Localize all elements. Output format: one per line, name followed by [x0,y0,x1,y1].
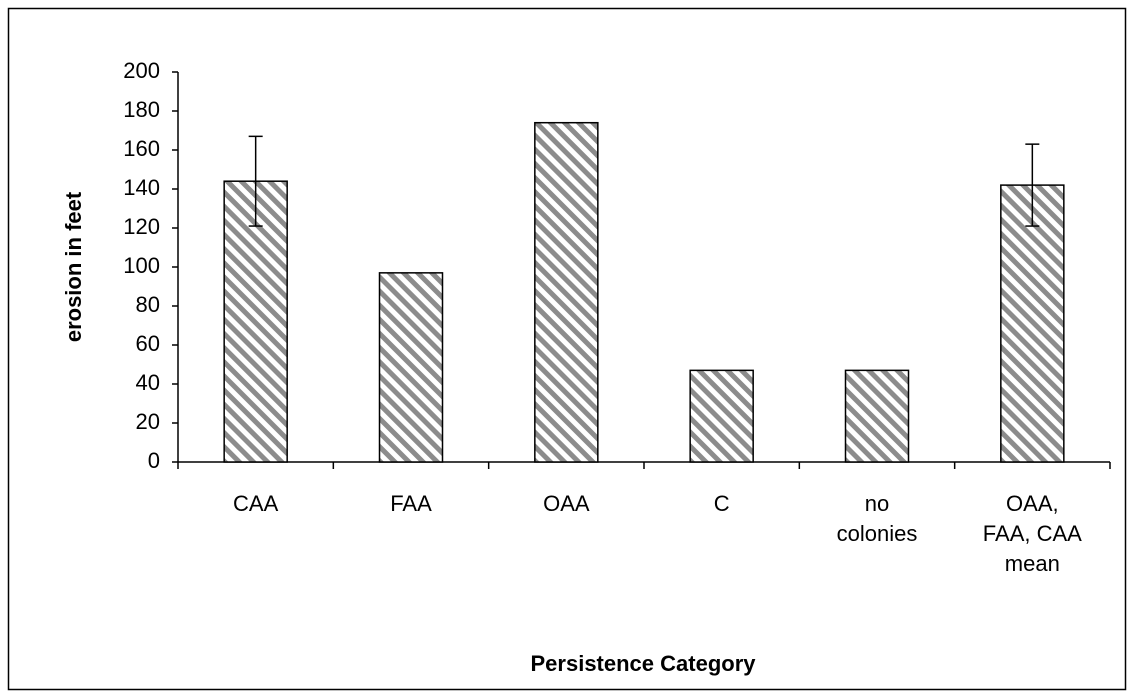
bar [844,369,910,463]
y-tick-label: 180 [123,97,160,122]
bar [534,121,599,463]
bar [1000,184,1065,463]
y-axis-title: erosion in feet [61,191,86,342]
y-tick-label: 100 [123,253,160,278]
y-tick-label: 80 [136,292,160,317]
bar [689,369,754,463]
x-tick-label: OAA [543,491,590,516]
error-bar [248,135,263,227]
y-tick-label: 200 [123,58,160,83]
y-tick-label: 0 [148,448,160,473]
error-bar [1025,143,1040,227]
x-tick-label: CAA [233,491,279,516]
y-tick-label: 120 [123,214,160,239]
x-tick-label: no colonies [836,491,918,546]
bar [378,272,444,463]
x-axis-title: Persistence Category [531,651,757,676]
bar [223,180,288,463]
y-tick-label: 160 [123,136,160,161]
x-tick-label: OAA, FAA, CAA mean [982,491,1082,576]
y-tick-label: 60 [136,331,160,356]
chart-border [7,7,1127,691]
y-tick-label: 140 [123,175,160,200]
y-tick-label: 20 [136,409,160,434]
x-tick-label: FAA [390,491,432,516]
y-tick-label: 40 [136,370,160,395]
x-tick-label: C [713,491,730,516]
